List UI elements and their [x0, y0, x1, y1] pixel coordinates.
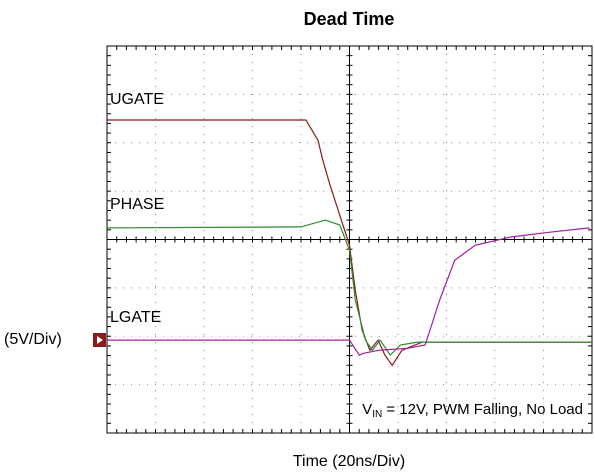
trace-label: PHASE	[110, 196, 164, 213]
annotation-part: V	[362, 401, 372, 418]
trace	[107, 119, 592, 367]
trace	[107, 227, 590, 356]
trace-label: LGATE	[110, 309, 161, 326]
trace-label: UGATE	[110, 91, 164, 108]
annotation-part: = 12V, PWM Falling, No Load	[382, 401, 583, 418]
annotation-subscript: IN	[372, 409, 382, 420]
annotation: VIN = 12V, PWM Falling, No Load	[362, 401, 583, 420]
ground-marker-arrow	[97, 336, 103, 344]
trace	[106, 219, 592, 357]
chart-title: Dead Time	[304, 9, 395, 29]
x-axis-label: Time (20ns/Div)	[293, 453, 405, 470]
scale-label: (5V/Div)	[4, 331, 62, 348]
